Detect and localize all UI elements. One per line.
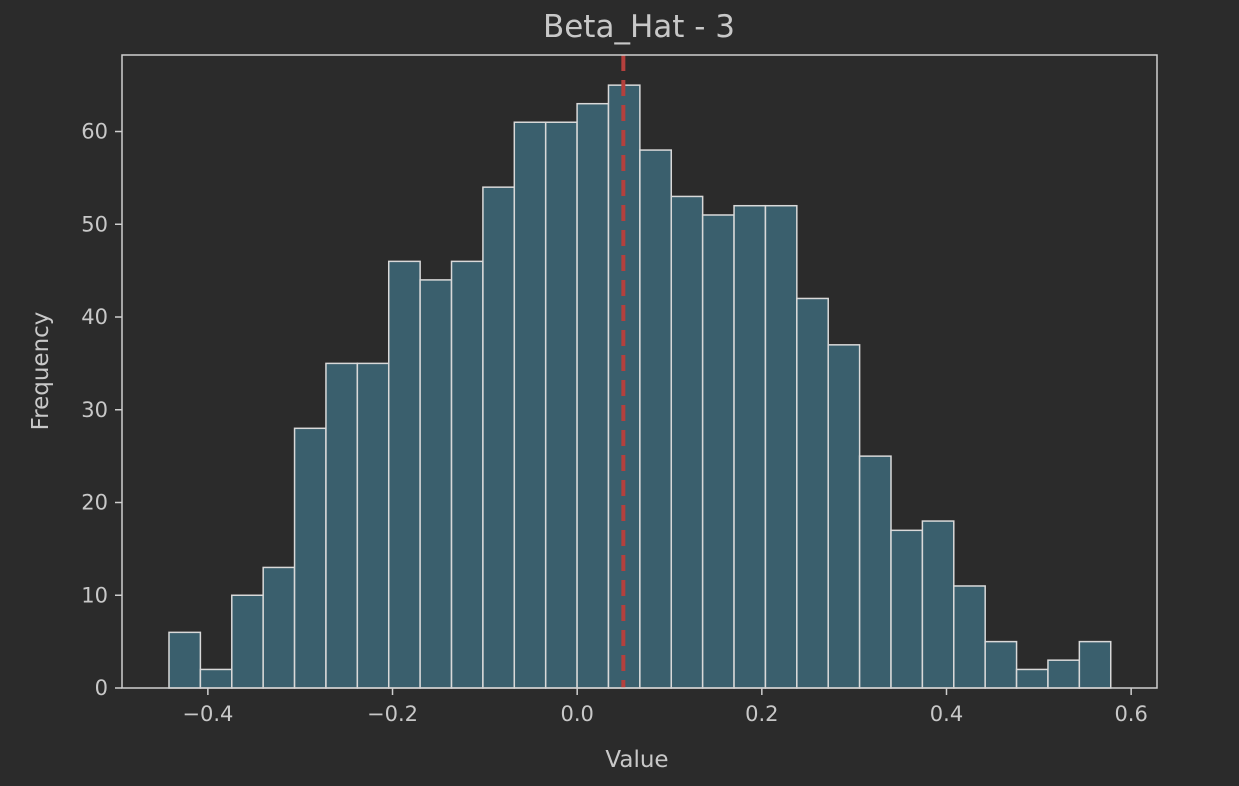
histogram-bar [544,121,578,689]
histogram-bar [325,362,359,689]
histogram-bar [1078,640,1112,689]
x-tick-label: −0.2 [367,702,418,726]
histogram-bar [1047,659,1081,689]
histogram-bar [419,279,453,689]
histogram-bars [168,84,1112,689]
x-tick-label: 0.2 [745,702,778,726]
histogram-bar [262,566,296,689]
histogram-bar [890,529,924,689]
y-tick-label: 20 [81,491,108,515]
x-tick-label: 0.6 [1114,702,1147,726]
y-tick-label: 50 [81,212,108,236]
histogram-bar [387,260,421,689]
histogram-bar [576,102,610,689]
y-axis-label: Frequency [28,312,54,431]
x-axis-label: Value [605,747,668,773]
histogram-bar [858,455,892,689]
histogram-bar [482,186,516,689]
histogram-bar [701,214,735,689]
x-tick-label: −0.4 [182,702,233,726]
y-tick-label: 60 [81,120,108,144]
histogram-bar [168,631,202,689]
histogram-bar [231,594,264,689]
histogram-bar [199,668,233,689]
histogram-bar [921,520,955,689]
y-tick-label: 30 [81,398,108,422]
histogram-bar [733,204,767,689]
y-tick-label: 0 [95,676,108,700]
histogram-bar [984,640,1018,689]
histogram-bar [450,260,484,689]
plot-frame [121,54,1158,689]
histogram-bar [513,121,547,689]
histogram-bar [670,195,704,689]
histogram-bar [764,204,798,689]
histogram-bar [356,362,390,689]
histogram-bar [827,344,861,689]
histogram-bar [796,297,829,689]
histogram-bar [639,149,673,689]
histogram-bar [953,585,986,689]
histogram-bar [293,427,327,689]
y-tick-label: 40 [81,305,108,329]
x-axis-ticks: −0.4 −0.2 0.0 0.2 0.4 0.6 [182,688,1148,726]
y-tick-label: 10 [81,583,108,607]
histogram-bar [1015,668,1049,689]
chart-title: Beta_Hat - 3 [543,9,735,45]
y-axis-ticks: 0 10 20 30 40 50 60 [81,120,122,700]
x-tick-label: 0.0 [560,702,593,726]
x-tick-label: 0.4 [930,702,963,726]
